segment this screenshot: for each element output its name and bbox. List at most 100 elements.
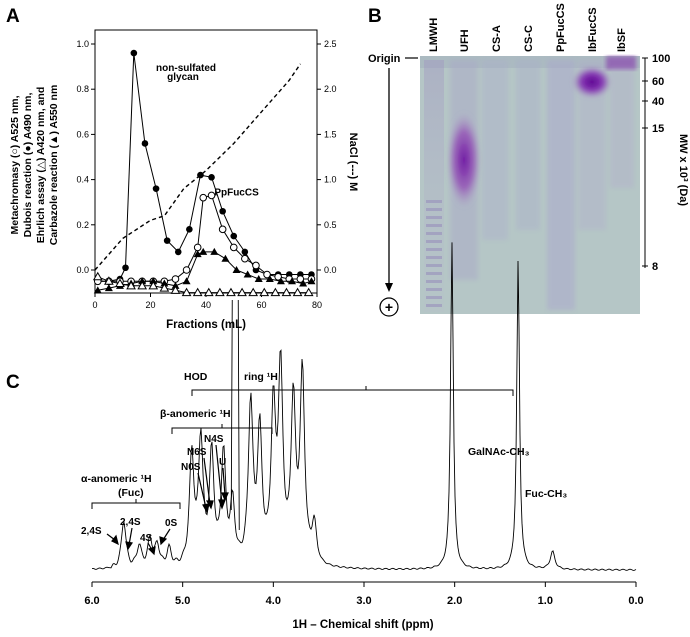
point-dubois xyxy=(174,248,182,256)
ladder-band xyxy=(426,296,442,299)
point-carbazole xyxy=(276,277,285,285)
band-ibfuccs xyxy=(572,66,612,98)
c-x-tick-label: 4.0 xyxy=(266,595,281,607)
ring-bracket xyxy=(191,386,514,396)
ladder-band xyxy=(426,288,442,291)
alpha-bracket xyxy=(91,499,181,509)
point-dubois xyxy=(241,248,249,256)
point-metachromasy xyxy=(252,261,260,270)
mw-tick-label: 100 xyxy=(652,53,670,65)
lane-label-lmwh: LMWH xyxy=(428,18,440,52)
point-ehrlich xyxy=(270,287,281,297)
point-carbazole xyxy=(254,275,263,283)
series-line-1 xyxy=(97,194,312,282)
point-metachromasy xyxy=(296,275,305,283)
c-x-tick-label: 1.0 xyxy=(538,595,553,607)
lmwh-ladder xyxy=(426,200,442,307)
point-carbazole xyxy=(307,277,316,285)
hod-peak xyxy=(230,299,240,531)
panel-a-xlabel: Fractions (mL) xyxy=(166,319,246,331)
y2-tick-label: 1.5 xyxy=(324,129,337,139)
point-metachromasy xyxy=(182,266,191,274)
c-x-tick-label: 0.0 xyxy=(628,595,643,607)
ylabel-line-3: Ehrlich assay (△) A420 nm, and xyxy=(35,87,47,244)
lane-smear-lmwh xyxy=(424,60,444,312)
gel-lane-labels: LMWH UFH CS-A CS-C PpFucCS IbFucCS IbSF xyxy=(428,3,628,52)
y2-tick-label: 0.5 xyxy=(324,220,337,230)
point-dubois xyxy=(163,237,171,244)
nmr-spectrum xyxy=(92,242,637,571)
c-x-tick-label: 6.0 xyxy=(84,595,99,607)
arrow-u xyxy=(222,467,226,497)
ylabel-line-4: Carbazole reaction (▲) A550 nm xyxy=(48,85,60,246)
arrow-0s-head xyxy=(159,536,168,546)
y2-tick-label: 2.0 xyxy=(324,84,337,94)
point-ehrlich xyxy=(292,287,303,297)
arrow-n0s-head xyxy=(202,503,210,514)
fuc-ch3-label: Fuc-CH₃ xyxy=(525,488,567,500)
point-metachromasy xyxy=(229,243,238,252)
point-dubois xyxy=(208,174,215,181)
ladder-band xyxy=(426,304,442,307)
x-tick-label: 60 xyxy=(256,300,266,310)
anode-plus: + xyxy=(385,299,393,315)
y2-tick-label: 2.5 xyxy=(324,39,337,49)
point-carbazole xyxy=(199,247,208,255)
panel-a: A 0 20 40 60 80 0.0 0.2 0.4 0.6 0.8 1.0 0.0 0.5 1.0 1.… xyxy=(6,6,359,331)
x-tick-label: 80 xyxy=(312,300,322,310)
ladder-band xyxy=(426,256,442,259)
mw-tick-label: 40 xyxy=(652,96,664,108)
lane-label-cs-c: CS-C xyxy=(523,25,535,52)
panel-a-y2label: NaCl (---) M xyxy=(347,133,359,192)
point-metachromasy xyxy=(193,243,202,252)
migration-arrow-head xyxy=(385,283,393,292)
label-0s: 0S xyxy=(165,518,178,529)
c-x-tick-label: 5.0 xyxy=(175,595,190,607)
arrow-4s-head xyxy=(147,546,156,556)
alpha-label: α-anomeric ¹H xyxy=(81,473,152,485)
point-carbazole xyxy=(93,286,102,294)
panel-c-axes: 6.0 5.0 4.0 3.0 2.0 1.0 0.0 xyxy=(84,299,644,607)
point-carbazole xyxy=(232,266,241,273)
origin-label: Origin xyxy=(368,53,401,65)
series-line-0 xyxy=(97,52,312,282)
mw-tick-label: 60 xyxy=(652,76,664,88)
point-ehrlich xyxy=(248,287,259,297)
c-x-tick-label: 2.0 xyxy=(447,595,462,607)
arrow-n4s-head xyxy=(218,499,226,510)
lane-label-ppfuccs: PpFucCS xyxy=(555,3,567,52)
panel-c: C 6.0 5.0 4.0 3.0 2.0 1.0 0.0 1H – Chemical sh… xyxy=(6,242,644,631)
label-24s-b: 2,4S xyxy=(120,517,141,528)
annotation-glycan: glycan xyxy=(167,72,199,83)
y-tick-label: 0.8 xyxy=(76,84,89,94)
point-carbazole xyxy=(299,279,308,287)
beta-bracket xyxy=(171,424,273,434)
anode-circle xyxy=(379,297,399,317)
ladder-band xyxy=(426,232,442,235)
panel-label-a: A xyxy=(6,6,20,27)
band-ufh xyxy=(447,112,481,208)
panel-a-ylabel: Metachromasy (○) A525 nm, Dubois reactio… xyxy=(9,85,60,246)
point-carbazole xyxy=(193,250,202,258)
point-metachromasy xyxy=(207,191,216,200)
ylabel-line-1: Metachromasy (○) A525 nm, xyxy=(9,95,21,234)
ladder-band xyxy=(426,208,442,211)
label-24s-a: 2,4S xyxy=(81,526,102,537)
lane-label-ibsf: IbSF xyxy=(616,28,628,52)
label-4s: 4S xyxy=(140,533,153,544)
lane-label-ufh: UFH xyxy=(459,29,471,52)
ladder-band xyxy=(426,248,442,251)
point-carbazole xyxy=(149,277,158,285)
point-dubois xyxy=(141,140,149,147)
fuc-group-label: (Fuc) xyxy=(118,487,144,499)
panel-label-c: C xyxy=(6,372,20,393)
arrow-n0s xyxy=(197,472,207,509)
point-ehrlich xyxy=(259,287,270,297)
panel-a-series xyxy=(92,49,316,297)
point-ehrlich xyxy=(148,280,159,290)
c-x-tick-label: 3.0 xyxy=(356,595,371,607)
point-ehrlich xyxy=(303,287,314,297)
point-metachromasy xyxy=(241,254,249,263)
point-carbazole xyxy=(288,277,297,285)
x-tick-label: 0 xyxy=(92,300,97,310)
